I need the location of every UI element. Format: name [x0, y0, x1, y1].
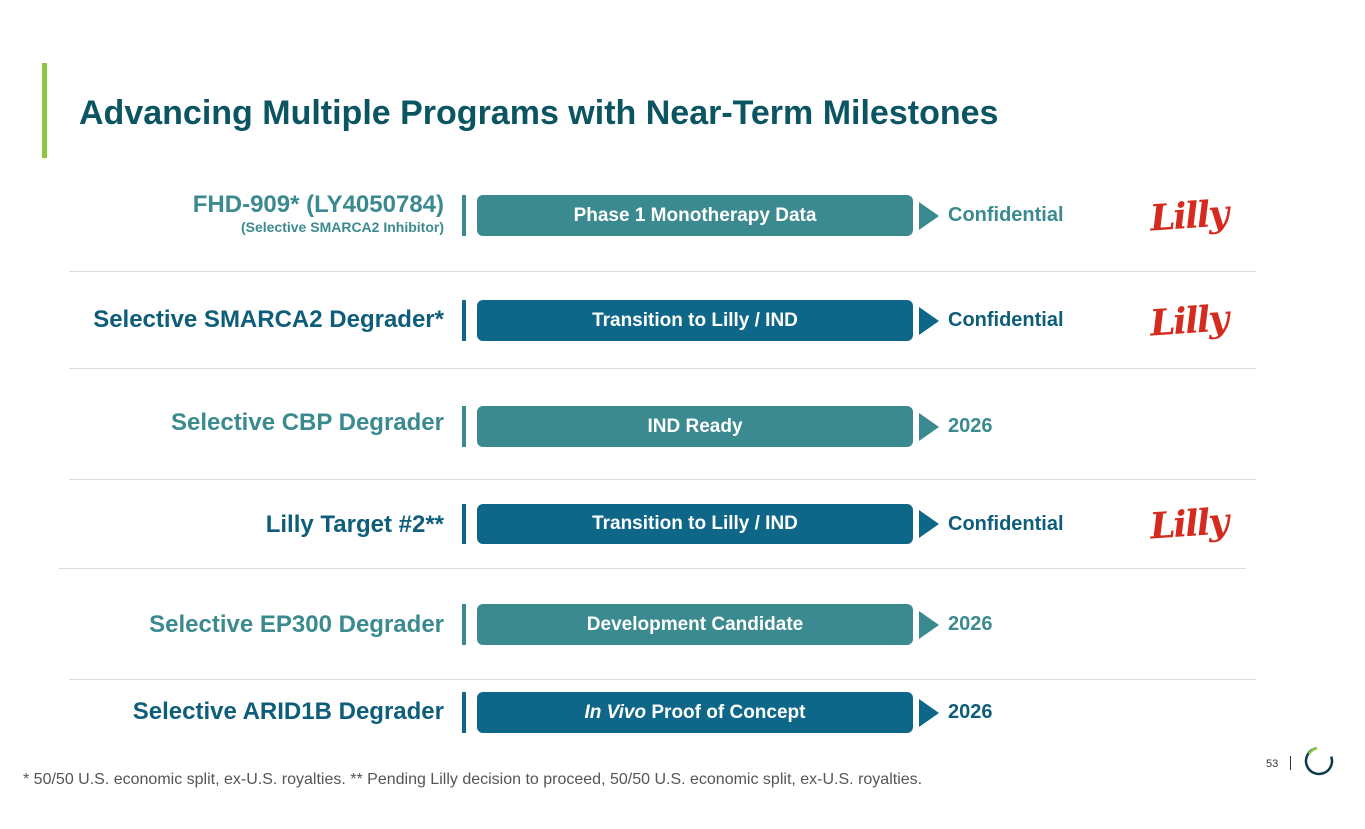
program-name: FHD-909* (LY4050784) [192, 191, 444, 218]
stage-text: Proof of Concept [651, 701, 806, 723]
row-divider-bar [462, 406, 466, 447]
program-name: Selective SMARCA2 Degrader* [93, 306, 444, 333]
row-divider-bar [462, 300, 466, 341]
arrow-right-icon [919, 201, 939, 230]
program-label: Selective EP300 Degrader [149, 612, 444, 638]
program-label: Lilly Target #2** [266, 512, 444, 538]
row-divider-bar [462, 195, 466, 236]
page-number-divider [1290, 756, 1291, 770]
program-label: Selective ARID1B Degrader [133, 699, 444, 725]
footnote: * 50/50 U.S. economic split, ex-U.S. roy… [23, 771, 923, 788]
stage-pill: In Vivo Proof of Concept [477, 692, 913, 733]
milestone-text: 2026 [948, 701, 993, 723]
program-row-cbp-degrader: Selective CBP Degrader IND Ready 2026 [0, 406, 1365, 447]
milestone-text: 2026 [948, 415, 993, 437]
milestone-text: 2026 [948, 613, 993, 635]
program-row-fhd-909: FHD-909* (LY4050784) (Selective SMARCA2 … [0, 191, 1365, 240]
milestone-text: Confidential [948, 512, 1064, 535]
arrow-right-icon [919, 510, 939, 538]
row-divider-bar [462, 692, 466, 733]
arrow-right-icon [919, 610, 939, 639]
program-name: Lilly Target #2** [265, 511, 444, 538]
arrow-right-icon [919, 698, 939, 727]
stage-pill: Development Candidate [477, 604, 913, 645]
arrow-right-icon [919, 306, 939, 335]
program-name: Selective EP300 Degrader [149, 611, 444, 638]
program-row-ep300-degrader: Selective EP300 Degrader Development Can… [0, 604, 1365, 645]
program-label: Selective CBP Degrader [171, 410, 444, 436]
row-divider-bar [462, 504, 466, 544]
stage-pill: Transition to Lilly / IND [477, 300, 913, 341]
row-separator [69, 679, 1256, 680]
program-row-arid1b-degrader: Selective ARID1B Degrader In Vivo Proof … [0, 692, 1365, 733]
program-subtitle: (Selective SMARCA2 Inhibitor) [240, 219, 444, 235]
row-separator [69, 479, 1256, 480]
stage-pill: IND Ready [477, 406, 913, 447]
program-label: Selective SMARCA2 Degrader* [93, 307, 444, 333]
stage-pill: Transition to Lilly / IND [477, 504, 913, 544]
stage-italic-text: In Vivo [584, 701, 647, 723]
program-name: Selective CBP Degrader [170, 409, 444, 436]
milestone-text: Confidential [948, 204, 1064, 226]
program-row-smarca2-degrader: Selective SMARCA2 Degrader* Transition t… [0, 296, 1365, 345]
arrow-right-icon [919, 412, 939, 441]
row-separator [59, 568, 1246, 569]
program-row-lilly-target-2: Lilly Target #2** Transition to Lilly / … [0, 500, 1365, 547]
lilly-logo: Lilly [1148, 191, 1229, 240]
page-number: 53 [1266, 758, 1279, 770]
lilly-logo: Lilly [1148, 500, 1229, 548]
stage-pill: Phase 1 Monotherapy Data [477, 195, 913, 236]
program-name: Selective ARID1B Degrader [132, 698, 444, 725]
lilly-logo: Lilly [1148, 296, 1229, 345]
brand-ring-icon [1304, 746, 1334, 776]
row-separator [69, 271, 1256, 272]
page-title: Advancing Multiple Programs with Near-Te… [79, 94, 999, 132]
row-separator [69, 368, 1256, 369]
row-divider-bar [462, 604, 466, 645]
milestone-text: Confidential [948, 309, 1064, 331]
title-accent-bar [42, 63, 47, 158]
program-label: FHD-909* (LY4050784) (Selective SMARCA2 … [193, 192, 444, 236]
